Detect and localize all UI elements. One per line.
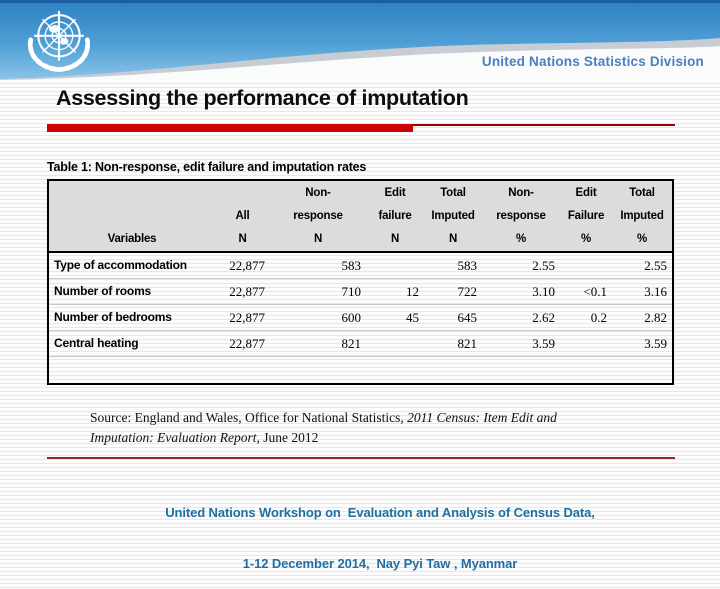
table-cell: <0.1 bbox=[583, 284, 607, 299]
source-report-title: 2011 Census: Item Edit and Imputation: E… bbox=[90, 410, 557, 445]
page-title: Assessing the performance of imputation bbox=[56, 86, 469, 110]
column-header-editfailure-n: Edit failure N bbox=[378, 187, 412, 245]
title-accent-line bbox=[413, 124, 675, 126]
table-cell: 3.10 bbox=[532, 284, 555, 299]
table-cell: 3.59 bbox=[532, 336, 555, 351]
footer-note: United Nations Workshop on Evaluation an… bbox=[40, 470, 720, 589]
table-cell: Type of accommodation bbox=[54, 258, 187, 272]
column-header-editfailure-pct: Edit Failure % bbox=[567, 187, 605, 245]
table-caption: Table 1: Non-response, edit failure and … bbox=[47, 160, 367, 174]
source-suffix: , June 2012 bbox=[256, 429, 319, 445]
table-cell bbox=[560, 253, 612, 278]
column-header-all-n: All N bbox=[235, 210, 250, 245]
table-cell: 3.59 bbox=[644, 336, 667, 351]
header-wave-background bbox=[0, 0, 720, 80]
column-header-variables: Variables bbox=[107, 233, 157, 245]
org-label: United Nations Statistics Division bbox=[481, 54, 704, 69]
table-cell: 722 bbox=[457, 284, 478, 299]
table-row: Number of bedrooms 22,877 600 45 645 2.6… bbox=[49, 305, 672, 331]
footer-line-1: United Nations Workshop on Evaluation an… bbox=[165, 505, 595, 520]
table-cell: Number of bedrooms bbox=[54, 310, 172, 324]
table-cell: 22,877 bbox=[229, 336, 265, 351]
table-cell: 821 bbox=[341, 336, 362, 351]
footer-divider bbox=[47, 457, 675, 459]
column-header-nonresponse-n: Non- response N bbox=[293, 187, 343, 245]
table-cell: 2.82 bbox=[644, 310, 667, 325]
un-emblem-icon bbox=[27, 10, 91, 73]
table-cell: 645 bbox=[457, 310, 478, 325]
table-cell: 821 bbox=[457, 336, 478, 351]
table-cell: 2.55 bbox=[644, 258, 667, 273]
table-cell: Number of rooms bbox=[54, 284, 152, 298]
table-row: Central heating 22,877 821 821 3.59 3.59 bbox=[49, 331, 672, 357]
table-cell: 22,877 bbox=[229, 284, 265, 299]
table-cell bbox=[366, 253, 424, 278]
table-cell: 22,877 bbox=[229, 258, 265, 273]
slide-header: United Nations Statistics Division bbox=[0, 0, 720, 80]
table-cell: Central heating bbox=[54, 336, 139, 350]
footer-line-2: 1-12 December 2014, Nay Pyi Taw , Myanma… bbox=[242, 556, 518, 571]
table-cell: 2.55 bbox=[532, 258, 555, 273]
table-header-row: Variables All N Non- response N Edit fai… bbox=[49, 181, 672, 253]
table-cell: 22,877 bbox=[229, 310, 265, 325]
source-note: Source: England and Wales, Office for Na… bbox=[90, 408, 622, 447]
table-cell: 583 bbox=[457, 258, 478, 273]
table-cell: 710 bbox=[341, 284, 362, 299]
table-cell: 600 bbox=[341, 310, 362, 325]
column-header-totalimputed-n: Total Imputed N bbox=[431, 187, 475, 245]
table-cell bbox=[560, 331, 612, 356]
table-row: Number of rooms 22,877 710 12 722 3.10 <… bbox=[49, 279, 672, 305]
title-accent-bar bbox=[47, 124, 413, 132]
table-cell: 12 bbox=[406, 284, 419, 299]
table-cell: 2.62 bbox=[532, 310, 555, 325]
column-header-nonresponse-pct: Non- response % bbox=[496, 187, 546, 245]
column-header-totalimputed-pct: Total Imputed % bbox=[620, 187, 664, 245]
data-table: Variables All N Non- response N Edit fai… bbox=[47, 179, 674, 385]
source-prefix: Source: England and Wales, Office for Na… bbox=[90, 410, 408, 425]
table-cell: 583 bbox=[341, 258, 362, 273]
table-cell bbox=[366, 331, 424, 356]
table-row: Type of accommodation 22,877 583 583 2.5… bbox=[49, 253, 672, 279]
table-cell: 3.16 bbox=[644, 284, 667, 299]
table-cell: 45 bbox=[406, 310, 419, 325]
table-cell: 0.2 bbox=[590, 310, 607, 325]
